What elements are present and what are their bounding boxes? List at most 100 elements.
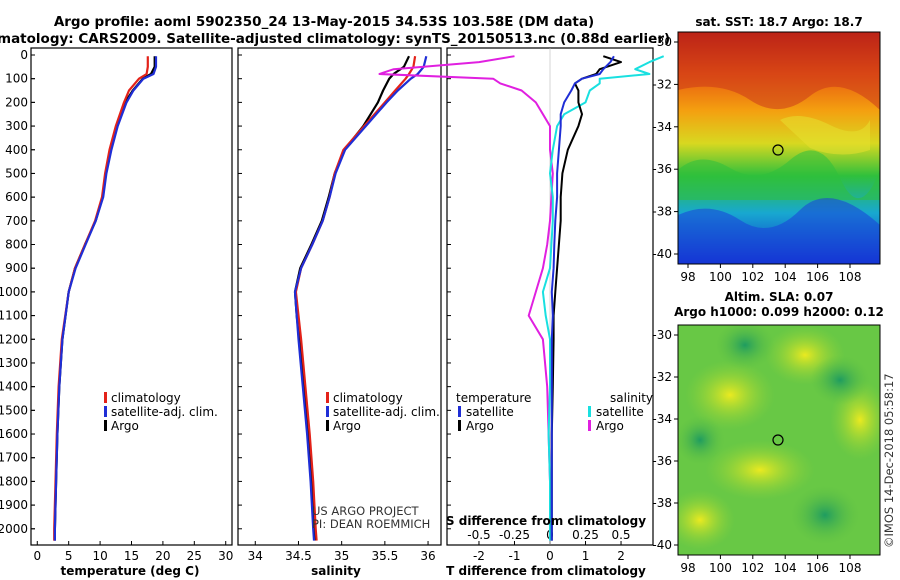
- legend-swatch-t-satellite: [458, 406, 461, 417]
- lon-tick-label: 108: [839, 270, 862, 284]
- depth-tick-label: 1200: [0, 332, 28, 346]
- salinity-xlabel: salinity: [311, 564, 361, 578]
- x-tick-label: -2: [473, 549, 485, 563]
- x-tick-label-top: 0.25: [572, 528, 599, 542]
- sla-map-lon-axis: 98 100 102 104 106 108: [680, 555, 861, 575]
- depth-tick-label: 1000: [0, 285, 28, 299]
- temperature-xlabel: temperature (deg C): [61, 564, 200, 578]
- sla-map-title-line1: Altim. SLA: 0.07: [725, 290, 834, 304]
- lon-tick-label: 102: [741, 561, 764, 575]
- x-tick-label: 35: [334, 549, 349, 563]
- pi-label: PI: DEAN ROEMMICH: [312, 517, 430, 531]
- sla-profile-location-marker: [772, 434, 784, 446]
- lat-tick-label: -32: [652, 370, 672, 384]
- lat-tick-label: -32: [652, 77, 672, 91]
- depth-tick-label: 700: [5, 214, 28, 228]
- salinity-panel-frame: [237, 47, 442, 546]
- legend-label-t-argo: Argo: [466, 419, 494, 433]
- sla-map-image: [678, 325, 880, 555]
- depth-tick-label: 1100: [0, 309, 28, 323]
- sst-map-lon-axis: 98 100 102 104 106 108: [680, 264, 861, 284]
- x-tick-label: 30: [218, 549, 233, 563]
- lat-tick-label: -38: [652, 205, 672, 219]
- lon-tick-label: 100: [709, 270, 732, 284]
- depth-tick-label: 1400: [0, 380, 28, 394]
- x-tick-label: 0: [546, 549, 554, 563]
- sst-map-image: [678, 32, 880, 264]
- depth-tick-label: 0: [20, 48, 28, 62]
- legend-label-argo: Argo: [111, 419, 139, 433]
- lon-tick-label: 108: [839, 561, 862, 575]
- sla-map-lat-axis: -30 -32 -34 -36 -38 -40: [652, 328, 678, 552]
- legend-swatch-t-argo: [458, 420, 461, 431]
- x-tick-label: 0: [33, 549, 41, 563]
- legend-label-s-satellite: satellite: [596, 405, 644, 419]
- depth-tick-label: 200: [5, 95, 28, 109]
- series-line-satellite-adj-clim-: [53, 56, 158, 541]
- depth-tick-label: 1700: [0, 451, 28, 465]
- lon-tick-label: 104: [774, 270, 797, 284]
- legend-label-t-satellite: satellite: [466, 405, 514, 419]
- x-tick-label-top: 0.5: [611, 528, 630, 542]
- lat-tick-label: -40: [652, 247, 672, 261]
- x-tick-label: 34: [248, 549, 263, 563]
- depth-tick-label: 500: [5, 166, 28, 180]
- salinity-legend: climatology satellite-adj. clim. Argo: [326, 391, 440, 433]
- x-tick-label: 20: [155, 549, 170, 563]
- depth-tick-label: 1500: [0, 403, 28, 417]
- depth-tick-label: 300: [5, 119, 28, 133]
- lon-tick-label: 102: [741, 270, 764, 284]
- series-line-satellite-adj-clim-: [293, 55, 428, 541]
- x-tick-label: 5: [65, 549, 73, 563]
- legend-label-satellite: satellite-adj. clim.: [333, 405, 440, 419]
- imos-credit: ©IMOS 14-Dec-2018 05:58:17: [882, 373, 896, 548]
- legend-swatch-climatology: [326, 392, 329, 403]
- x-tick-label: 15: [124, 549, 139, 563]
- x-tick-label: 35.5: [371, 549, 398, 563]
- x-tick-label: 36: [420, 549, 435, 563]
- legend-title-temperature: temperature: [456, 391, 531, 405]
- depth-tick-label: 1800: [0, 474, 28, 488]
- lat-tick-label: -34: [652, 120, 672, 134]
- legend-swatch-argo: [104, 420, 107, 431]
- legend-swatch-s-argo: [588, 420, 591, 431]
- s-difference-label: S difference from climatology: [446, 514, 646, 528]
- depth-tick-label: 1300: [0, 356, 28, 370]
- lat-tick-label: -30: [652, 328, 672, 342]
- x-tick-label-top: -0.5: [467, 528, 490, 542]
- lat-tick-label: -38: [652, 496, 672, 510]
- depth-tick-label: 1900: [0, 498, 28, 512]
- legend-label-climatology: climatology: [111, 391, 181, 405]
- legend-swatch-climatology: [104, 392, 107, 403]
- x-tick-label: 25: [187, 549, 202, 563]
- x-tick-label: 34.5: [285, 549, 312, 563]
- lon-tick-label: 100: [709, 561, 732, 575]
- lat-tick-label: -36: [652, 162, 672, 176]
- depth-tick-label: 400: [5, 143, 28, 157]
- x-tick-label: 2: [617, 549, 625, 563]
- temperature-panel: 0 5 10 15 20 25 30: [31, 54, 233, 563]
- lat-tick-label: -40: [652, 538, 672, 552]
- legend-label-argo: Argo: [333, 419, 361, 433]
- lat-tick-label: -34: [652, 412, 672, 426]
- legend-swatch-s-satellite: [588, 406, 591, 417]
- lat-tick-label: -30: [652, 35, 672, 49]
- sla-map-title-line2: Argo h1000: 0.099 h2000: 0.12: [674, 305, 884, 319]
- legend-title-salinity: salinity: [610, 391, 653, 405]
- series-line-t-satellite: [550, 55, 615, 541]
- difference-legend-salinity: salinity satellite Argo: [588, 391, 653, 433]
- legend-label-s-argo: Argo: [596, 419, 624, 433]
- depth-axis: 0 100 200 300 400 500 600 700 800 900 1000 1100 1200…: [0, 48, 35, 536]
- depth-tick-label: 100: [5, 72, 28, 86]
- difference-panel: -2 -1 0 1 2-0.5 -0.25 0 0.25 0.5: [378, 48, 665, 563]
- difference-legend-temperature: temperature satellite Argo: [456, 391, 531, 433]
- depth-tick-label: 2000: [0, 522, 28, 536]
- legend-swatch-satellite: [104, 406, 107, 417]
- sst-map-frame: [677, 31, 881, 265]
- depth-tick-label: 800: [5, 238, 28, 252]
- sla-map-frame: [677, 324, 881, 556]
- legend-swatch-argo: [326, 420, 329, 431]
- legend-label-satellite: satellite-adj. clim.: [111, 405, 218, 419]
- series-line-s-satellite: [541, 55, 665, 541]
